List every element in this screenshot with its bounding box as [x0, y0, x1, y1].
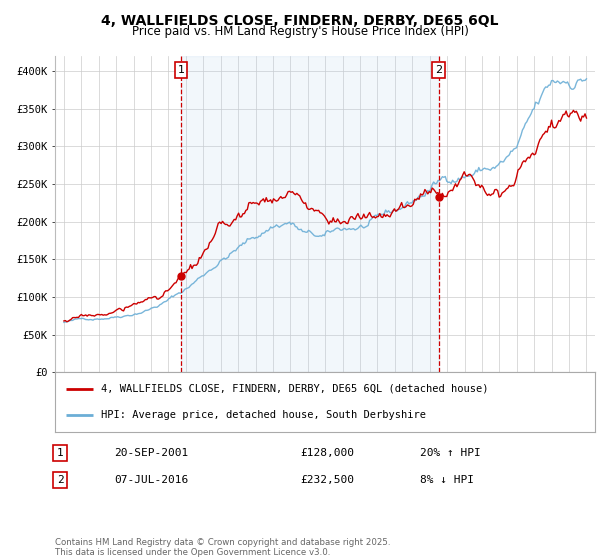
Text: 4, WALLFIELDS CLOSE, FINDERN, DERBY, DE65 6QL (detached house): 4, WALLFIELDS CLOSE, FINDERN, DERBY, DE6…	[101, 384, 488, 394]
Text: 20% ↑ HPI: 20% ↑ HPI	[420, 448, 481, 458]
Text: 1: 1	[56, 448, 64, 458]
Text: 4, WALLFIELDS CLOSE, FINDERN, DERBY, DE65 6QL: 4, WALLFIELDS CLOSE, FINDERN, DERBY, DE6…	[101, 14, 499, 28]
Text: 07-JUL-2016: 07-JUL-2016	[114, 475, 188, 485]
Text: £232,500: £232,500	[300, 475, 354, 485]
Text: 2: 2	[435, 65, 442, 75]
Bar	[181, 56, 439, 372]
Text: £128,000: £128,000	[300, 448, 354, 458]
Text: 1: 1	[178, 65, 184, 75]
Text: 20-SEP-2001: 20-SEP-2001	[114, 448, 188, 458]
Text: HPI: Average price, detached house, South Derbyshire: HPI: Average price, detached house, Sout…	[101, 410, 426, 420]
Text: Contains HM Land Registry data © Crown copyright and database right 2025.
This d: Contains HM Land Registry data © Crown c…	[55, 538, 391, 557]
Text: Price paid vs. HM Land Registry's House Price Index (HPI): Price paid vs. HM Land Registry's House …	[131, 25, 469, 38]
Text: 2: 2	[56, 475, 64, 485]
Text: 8% ↓ HPI: 8% ↓ HPI	[420, 475, 474, 485]
